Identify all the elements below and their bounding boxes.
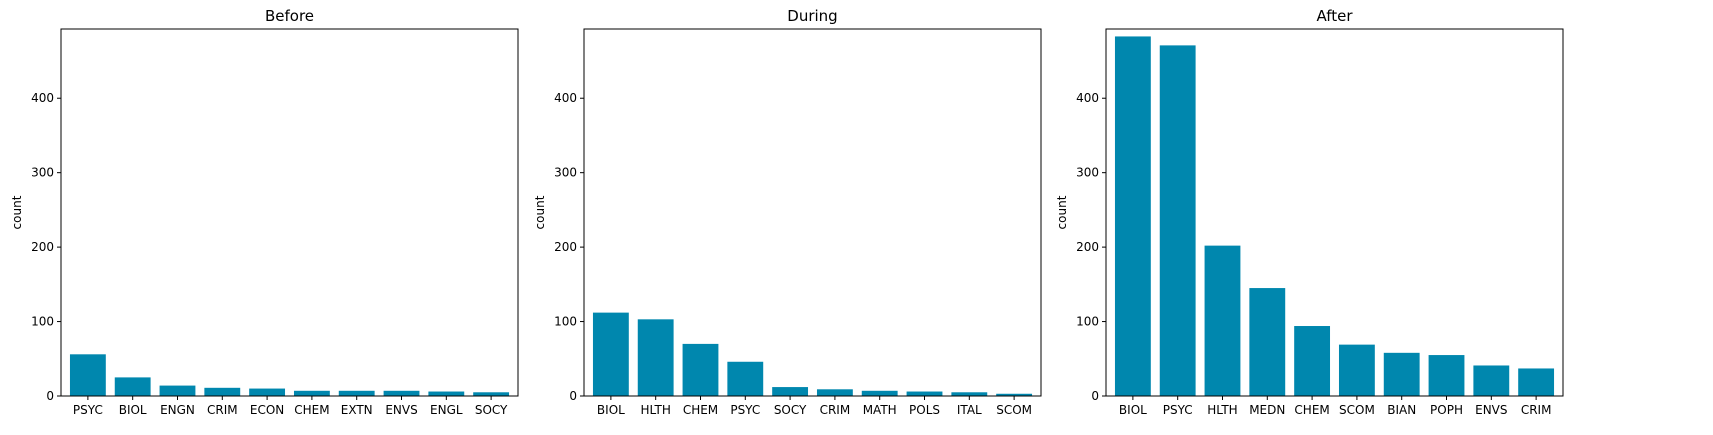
y-tick-label: 400 <box>1076 91 1099 105</box>
bar-engl <box>428 391 465 396</box>
bar-envs <box>383 390 420 396</box>
y-tick-label: 0 <box>46 389 54 403</box>
chart-panel-during: BIOL HLTH CHEM PSYC SOCY CRIM MATH POLS ITAL SCOM… <box>533 7 1042 417</box>
x-tick-label: CRIM <box>1521 403 1552 417</box>
plot-frame <box>1105 28 1564 397</box>
y-tick-label: 400 <box>554 91 577 105</box>
bar-hlth <box>1204 245 1241 396</box>
x-tick-label: BIAN <box>1387 403 1416 417</box>
x-tick-label: MATH <box>863 403 897 417</box>
chart-title: Before <box>265 7 314 25</box>
y-tick-label: 300 <box>1076 166 1099 180</box>
bar-math <box>861 390 898 396</box>
x-tick-label: POPH <box>1430 403 1463 417</box>
bar-hlth <box>637 319 674 396</box>
bar-chem <box>293 390 330 396</box>
bar-chem <box>682 343 719 396</box>
y-tick-label: 100 <box>31 315 54 329</box>
bar-bian <box>1383 352 1420 396</box>
x-tick-label: CHEM <box>294 403 329 417</box>
x-tick-label: BIOL <box>1119 403 1147 417</box>
x-tick-label: CRIM <box>820 403 851 417</box>
x-tick-label: HLTH <box>640 403 670 417</box>
chart-panel-before: PSYC BIOL ENGN CRIM ECON CHEM EXTN ENVS ENGL SOCY… <box>10 7 519 417</box>
x-tick-label: ITAL <box>957 403 982 417</box>
chart-panel-after: BIOL PSYC HLTH MEDN CHEM SCOM BIAN POPH ENVS CRIM… <box>1055 7 1564 417</box>
bar-psyc <box>1159 45 1196 396</box>
x-tick-label: ENGL <box>430 403 463 417</box>
x-tick-label: CHEM <box>1294 403 1329 417</box>
bar-scom <box>1338 344 1375 396</box>
y-tick-label: 100 <box>1076 315 1099 329</box>
y-tick-label: 300 <box>31 166 54 180</box>
bar-socy <box>473 392 510 396</box>
y-tick-label: 100 <box>554 315 577 329</box>
y-tick-label: 200 <box>554 240 577 254</box>
x-tick-label: SCOM <box>1339 403 1375 417</box>
y-tick-label: 200 <box>1076 240 1099 254</box>
bar-ital <box>951 392 988 396</box>
x-tick-label: BIOL <box>597 403 625 417</box>
chart-title: During <box>787 7 837 25</box>
y-tick-label: 0 <box>569 389 577 403</box>
x-tick-label: PSYC <box>730 403 760 417</box>
x-tick-label: PSYC <box>73 403 103 417</box>
x-tick-label: CRIM <box>207 403 238 417</box>
bar-extn <box>338 390 375 396</box>
y-tick-label: 200 <box>31 240 54 254</box>
y-tick-label: 300 <box>554 166 577 180</box>
x-tick-label: SOCY <box>475 403 508 417</box>
bar-biol <box>592 312 629 396</box>
bar-scom <box>996 393 1033 396</box>
x-tick-label: SOCY <box>774 403 807 417</box>
y-axis-label: count <box>1055 195 1069 229</box>
x-tick-label: ENGN <box>160 403 195 417</box>
bar-engn <box>159 385 196 396</box>
x-tick-label: ENVS <box>1475 403 1507 417</box>
x-tick-label: POLS <box>909 403 940 417</box>
bar-chem <box>1294 326 1331 396</box>
bar-medn <box>1249 288 1286 396</box>
x-tick-label: SCOM <box>996 403 1032 417</box>
x-tick-label: BIOL <box>119 403 147 417</box>
y-tick-label: 0 <box>1091 389 1099 403</box>
plot-frame <box>60 28 519 397</box>
bar-biol <box>114 377 151 396</box>
x-tick-label: HLTH <box>1207 403 1237 417</box>
bar-crim <box>816 389 853 396</box>
chart-title: After <box>1316 7 1353 25</box>
plot-frame <box>583 28 1042 397</box>
bar-crim <box>1518 368 1555 396</box>
bar-psyc <box>727 361 764 396</box>
bar-econ <box>249 388 286 396</box>
x-tick-label: CHEM <box>683 403 718 417</box>
bar-pols <box>906 391 943 396</box>
x-tick-label: ECON <box>250 403 284 417</box>
x-tick-label: MEDN <box>1249 403 1285 417</box>
y-axis-label: count <box>10 195 24 229</box>
x-tick-label: EXTN <box>341 403 373 417</box>
bar-poph <box>1428 355 1465 396</box>
bar-envs <box>1473 365 1510 396</box>
bar-psyc <box>69 354 106 396</box>
x-tick-label: ENVS <box>385 403 417 417</box>
x-tick-label: PSYC <box>1163 403 1193 417</box>
bar-crim <box>204 387 241 396</box>
y-tick-label: 400 <box>31 91 54 105</box>
y-axis-label: count <box>533 195 547 229</box>
bar-socy <box>772 387 809 396</box>
bar-biol <box>1114 36 1151 396</box>
